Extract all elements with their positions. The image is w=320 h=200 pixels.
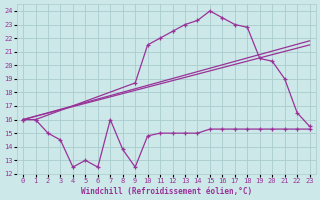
X-axis label: Windchill (Refroidissement éolien,°C): Windchill (Refroidissement éolien,°C) (81, 187, 252, 196)
